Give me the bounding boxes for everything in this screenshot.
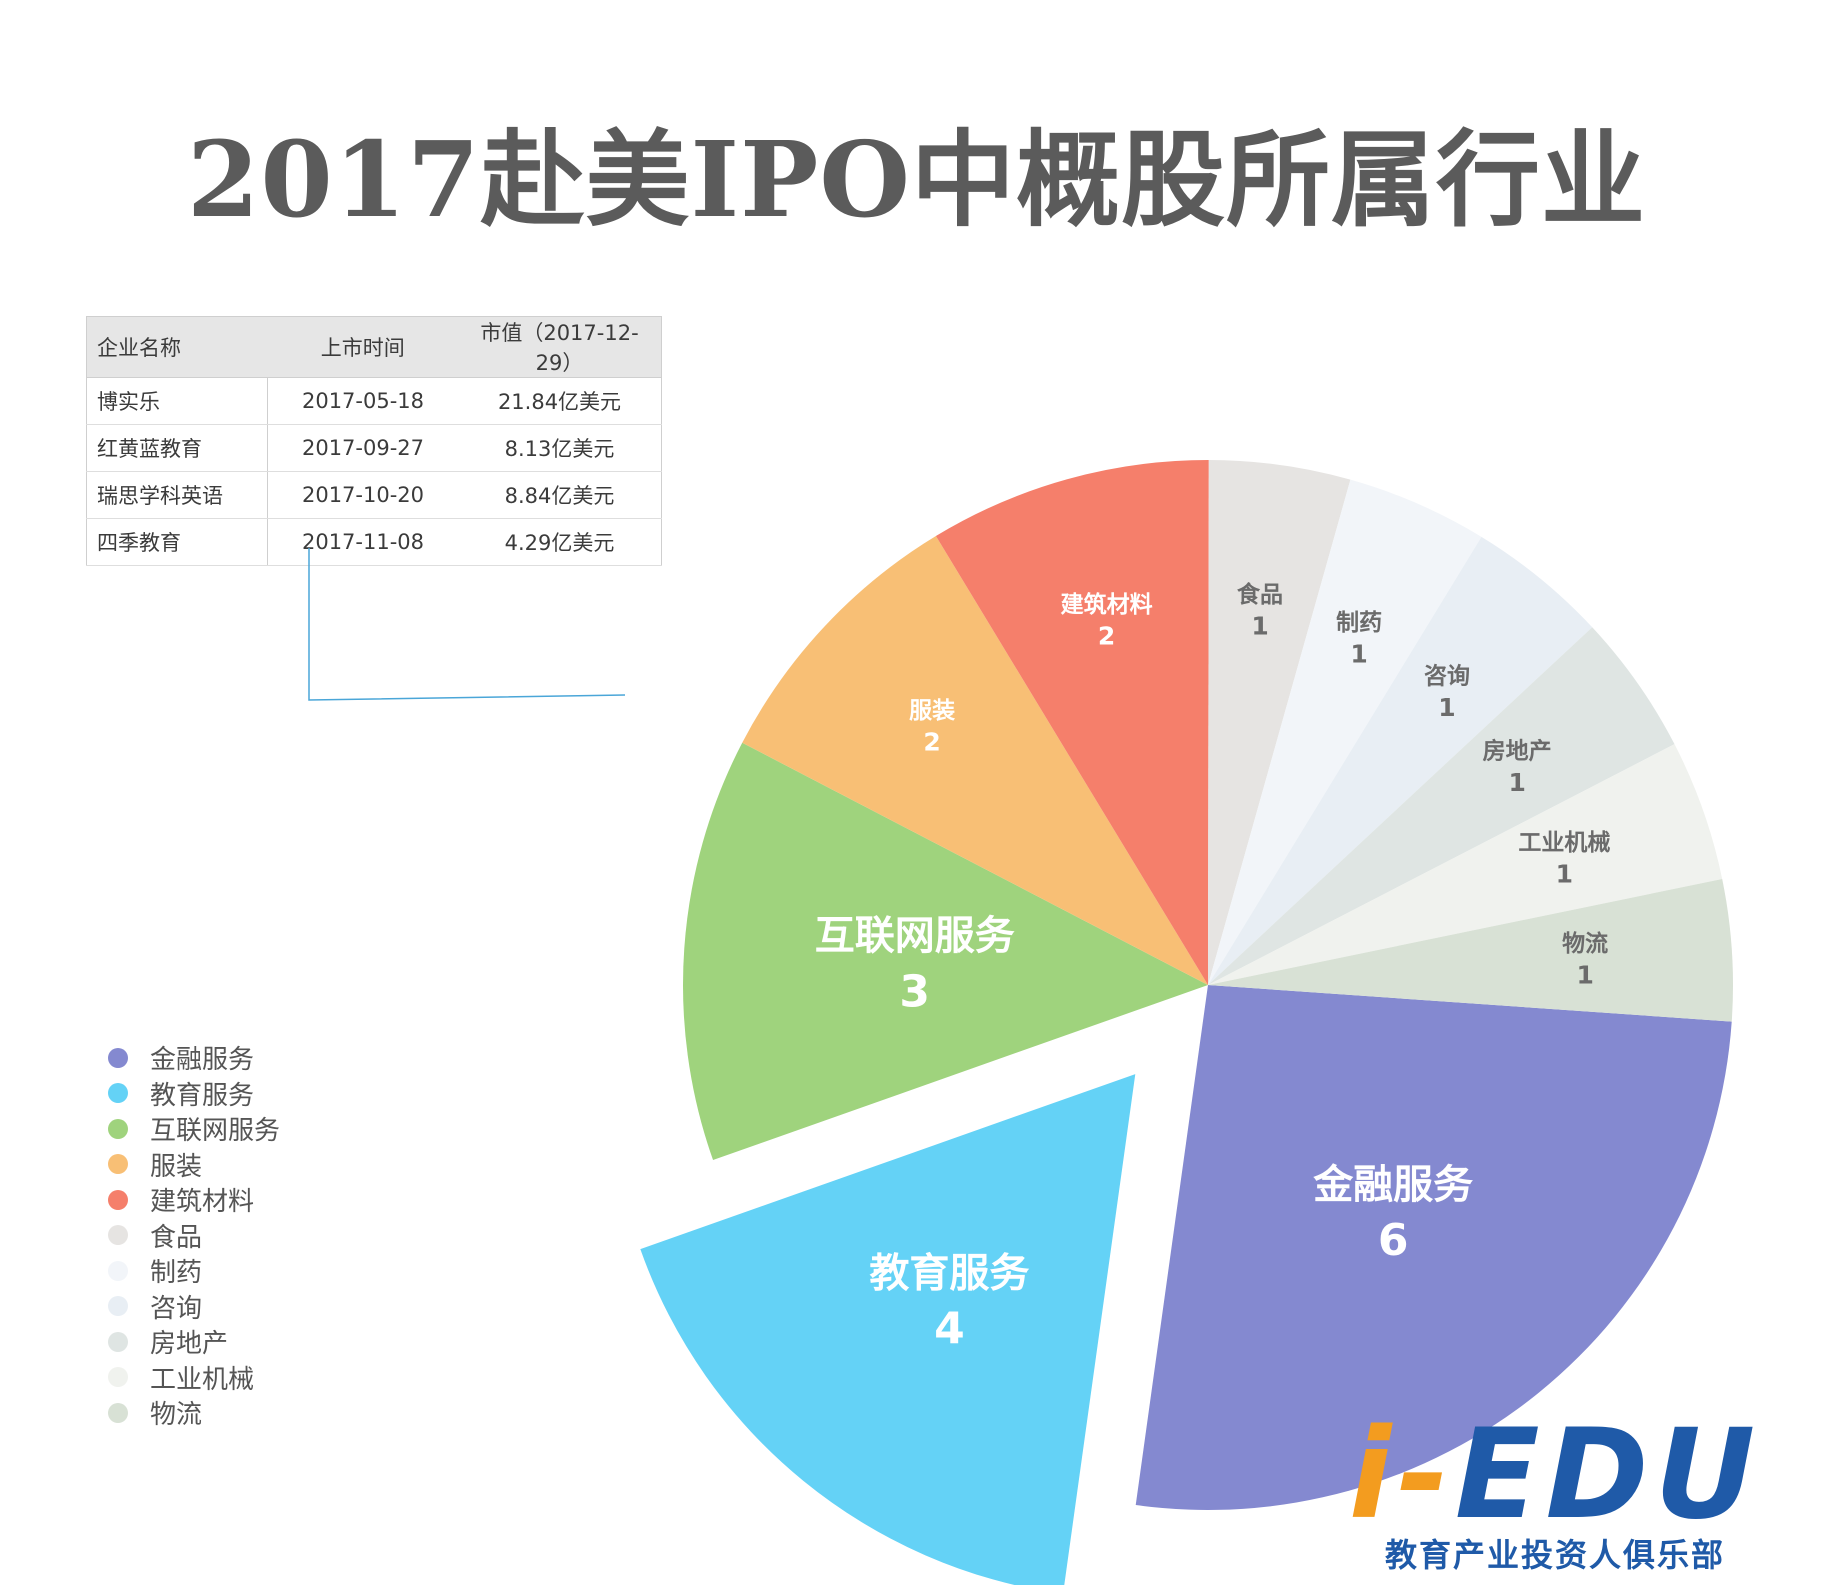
slice-label-value-3: 3 [899,966,930,1017]
legend-swatch [108,1402,128,1423]
table-row: 四季教育 2017-11-08 4.29亿美元 [86,518,662,566]
slice-label-name-10: 工业机械 [1518,830,1610,856]
legend-swatch [108,1260,128,1281]
chart-legend: 金融服务教育服务互联网服务服装建筑材料食品制药咨询房地产工业机械物流 [108,1040,280,1431]
legend-swatch [108,1083,128,1104]
pie-slice-5 [935,460,1209,986]
legend-label: 工业机械 [150,1364,255,1395]
legend-swatch [108,1047,128,1068]
company-name-cell: 红黄蓝教育 [86,424,268,472]
legend-label: 房地产 [150,1329,229,1360]
legend-item: 教育服务 [108,1076,280,1112]
pie-slice-3 [683,742,1208,1161]
market-cap-cell: 8.13亿美元 [458,424,662,472]
legend-label: 食品 [150,1222,203,1253]
pie-slice-4 [742,536,1208,985]
legend-label: 教育服务 [150,1080,255,1111]
slice-label-value-5: 2 [1098,622,1115,651]
legend-item: 食品 [108,1218,280,1254]
slice-label-value-8: 1 [1438,693,1455,722]
slice-label-name-5: 建筑材料 [1061,591,1153,618]
legend-item: 咨询 [108,1289,280,1325]
table-connector-line [308,548,626,701]
slice-label-value-10: 1 [1556,860,1573,889]
table-row: 博实乐 2017-05-18 21.84亿美元 [86,377,662,425]
ipo-company-table: 企业名称 上市时间 市值（2017-12-29） 博实乐 2017-05-18 … [86,316,662,566]
listing-date-cell: 2017-05-18 [267,377,458,425]
market-cap-cell: 8.84亿美元 [458,471,662,519]
legend-swatch [108,1331,128,1352]
table-header-row: 企业名称 上市时间 市值（2017-12-29） [86,316,662,378]
legend-item: 工业机械 [108,1360,280,1396]
legend-item: 金融服务 [108,1040,280,1076]
company-name-cell: 瑞思学科英语 [86,471,268,519]
logo-subtitle: 教育产业投资人俱乐部 [1384,1536,1725,1574]
slice-label-value-1: 6 [1378,1215,1409,1266]
legend-label: 金融服务 [150,1045,255,1076]
pie-slice-2 [640,1074,1136,1585]
listing-date-cell: 2017-10-20 [267,471,458,519]
legend-item: 房地产 [108,1324,280,1360]
logo-mark: i-EDU [1348,1403,1762,1547]
legend-item: 建筑材料 [108,1182,280,1218]
column-header-market-cap: 市值（2017-12-29） [458,316,662,378]
legend-label: 咨询 [150,1293,203,1324]
company-name-cell: 博实乐 [86,377,268,425]
legend-swatch [108,1154,128,1175]
company-name-cell: 四季教育 [86,518,268,566]
slice-label-value-9: 1 [1508,768,1525,797]
column-header-listing-date: 上市时间 [267,316,458,378]
market-cap-cell: 4.29亿美元 [458,518,662,566]
i-edu-logo: i-EDU 教育产业投资人俱乐部 [1345,1403,1765,1576]
legend-swatch [108,1296,128,1317]
pie-slice-11 [1208,878,1733,1022]
slice-label-name-8: 咨询 [1424,662,1470,689]
legend-item: 互联网服务 [108,1111,280,1147]
table-row: 瑞思学科英语 2017-10-20 8.84亿美元 [86,471,662,519]
legend-swatch [108,1189,128,1210]
column-header-company: 企业名称 [86,316,268,378]
legend-label: 服装 [150,1151,203,1182]
slice-label-name-7: 制药 [1336,610,1382,636]
slice-label-name-2: 教育服务 [869,1250,1029,1296]
legend-label: 制药 [150,1258,203,1289]
legend-item: 物流 [108,1395,280,1431]
slice-label-name-9: 房地产 [1483,738,1552,765]
slice-label-value-6: 1 [1251,611,1268,640]
legend-swatch [108,1118,128,1139]
table-row: 红黄蓝教育 2017-09-27 8.13亿美元 [86,424,662,472]
slice-label-name-6: 食品 [1237,581,1283,608]
chart-title: 2017赴美IPO中概股所属行业 [187,118,1646,241]
legend-label: 建筑材料 [150,1187,255,1218]
legend-swatch [108,1367,128,1388]
slice-label-value-2: 4 [934,1304,965,1355]
legend-item: 制药 [108,1253,280,1289]
slice-label-name-1: 金融服务 [1312,1162,1473,1208]
listing-date-cell: 2017-11-08 [267,518,458,566]
slice-label-value-7: 1 [1350,639,1367,668]
legend-label: 物流 [150,1400,203,1431]
pie-slice-10 [1208,744,1723,985]
slice-label-value-11: 1 [1576,961,1593,990]
listing-date-cell: 2017-09-27 [267,424,458,472]
slice-label-name-11: 物流 [1562,930,1608,957]
slice-label-value-4: 2 [923,727,940,756]
slice-label-name-3: 互联网服务 [815,913,1015,959]
slice-label-name-4: 服装 [909,698,955,724]
legend-swatch [108,1225,128,1246]
legend-item: 服装 [108,1147,280,1183]
pie-slice-6 [1208,460,1351,985]
pie-slice-9 [1208,627,1675,985]
pie-slice-8 [1208,536,1593,985]
pie-slice-7 [1208,479,1482,985]
legend-label: 互联网服务 [150,1116,281,1147]
market-cap-cell: 21.84亿美元 [458,377,662,425]
pie-slice-1 [1135,985,1732,1510]
